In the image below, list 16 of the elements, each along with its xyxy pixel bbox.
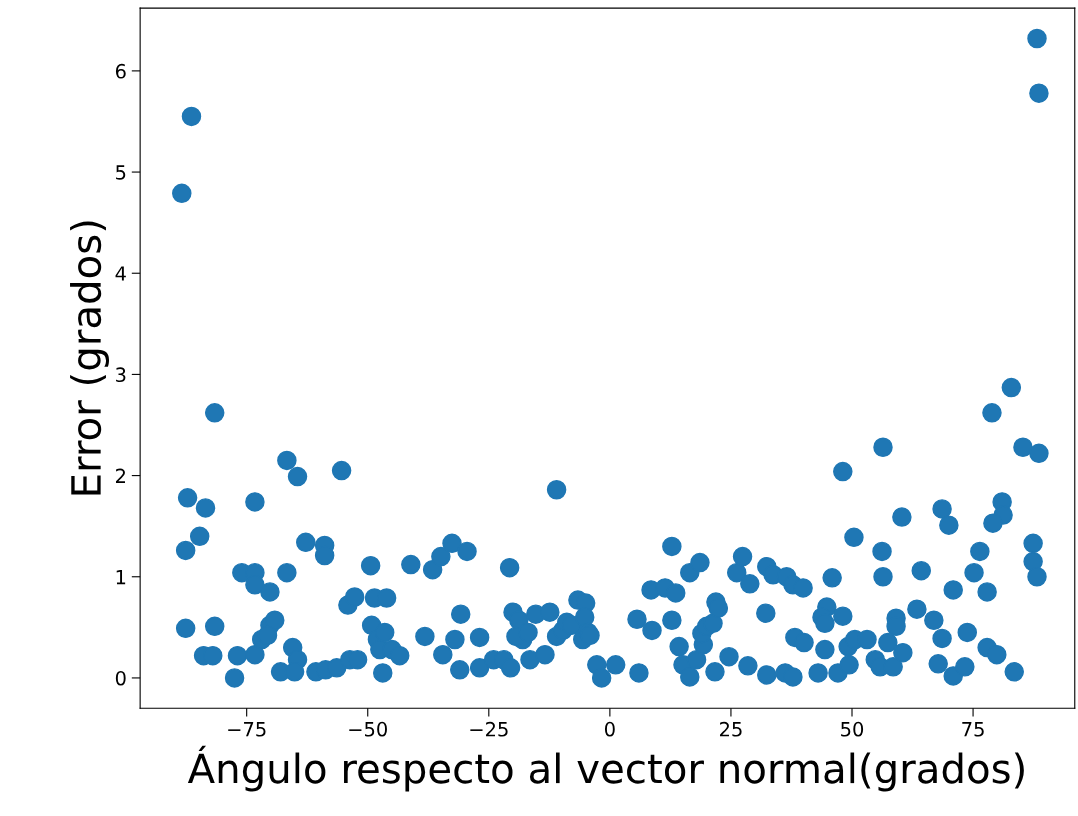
x-tick-label: 75 bbox=[962, 722, 984, 737]
x-tick-label: −25 bbox=[470, 721, 508, 737]
y-tick-label: 4 bbox=[115, 266, 126, 281]
y-tick-label: 5 bbox=[116, 165, 126, 180]
y-axis-title: Error (grados) bbox=[70, 221, 110, 495]
x-tick-label: 50 bbox=[841, 721, 864, 737]
y-tick-label: 1 bbox=[116, 569, 126, 585]
x-tick-label: 0 bbox=[604, 721, 615, 737]
y-tick-label: 6 bbox=[115, 63, 126, 79]
x-tick-label: 25 bbox=[719, 721, 742, 737]
x-axis-title: Ángulo respecto al vector normal(grados) bbox=[187, 745, 1024, 792]
y-tick-label: 0 bbox=[115, 670, 126, 686]
y-tick-label: 2 bbox=[116, 468, 125, 483]
x-tick-label: −50 bbox=[349, 721, 387, 737]
x-tick-label: −75 bbox=[228, 722, 266, 737]
y-tick-label: 3 bbox=[116, 367, 126, 383]
